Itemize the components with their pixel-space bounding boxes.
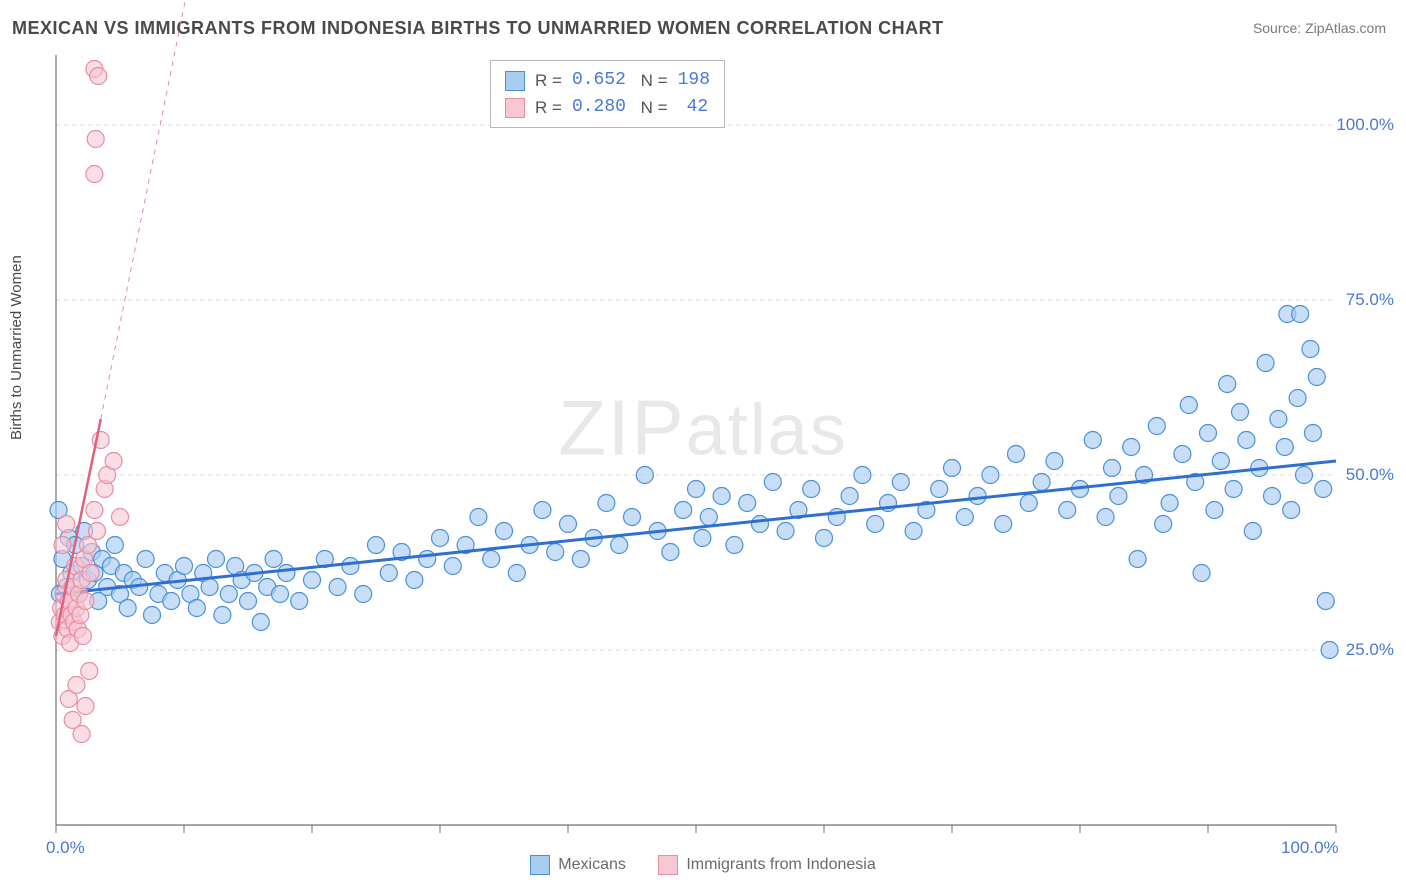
y-tick-label: 25.0% — [1346, 640, 1394, 660]
swatch-blue — [530, 855, 550, 875]
x-tick-label: 0.0% — [46, 838, 85, 858]
r-label: R = — [535, 68, 562, 94]
swatch-pink — [505, 98, 525, 118]
x-tick-label: 100.0% — [1281, 838, 1339, 858]
r-value-mexicans: 0.652 — [572, 67, 626, 94]
stats-row-indonesia: R = 0.280 N = 42 — [505, 94, 710, 121]
legend-label-indonesia: Immigrants from Indonesia — [686, 856, 875, 874]
stats-row-mexicans: R = 0.652 N = 198 — [505, 67, 710, 94]
legend-item-mexicans: Mexicans — [530, 855, 626, 875]
correlation-stats-legend: R = 0.652 N = 198 R = 0.280 N = 42 — [490, 60, 725, 128]
swatch-blue — [505, 71, 525, 91]
y-tick-label: 75.0% — [1346, 290, 1394, 310]
r-label: R = — [535, 95, 562, 121]
legend-item-indonesia: Immigrants from Indonesia — [658, 855, 875, 875]
r-value-indonesia: 0.280 — [572, 94, 626, 121]
swatch-pink — [658, 855, 678, 875]
legend-label-mexicans: Mexicans — [558, 856, 626, 874]
y-tick-label: 100.0% — [1336, 115, 1394, 135]
y-tick-label: 50.0% — [1346, 465, 1394, 485]
scatter-chart — [0, 0, 1406, 892]
n-label: N = — [636, 68, 668, 94]
series-legend: Mexicans Immigrants from Indonesia — [0, 855, 1406, 880]
n-value-indonesia: 42 — [678, 94, 709, 121]
n-label: N = — [636, 95, 668, 121]
n-value-mexicans: 198 — [678, 67, 710, 94]
